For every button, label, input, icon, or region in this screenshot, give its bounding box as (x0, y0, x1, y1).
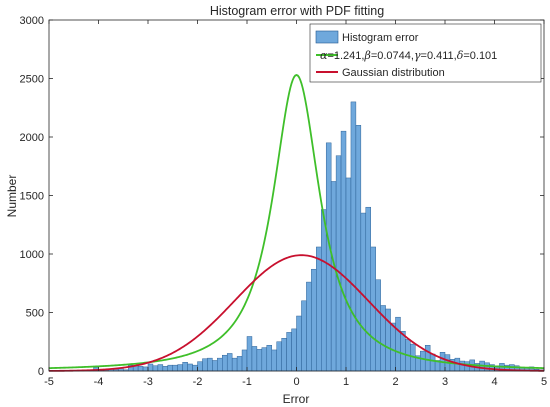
x-tick-label: 2 (392, 376, 398, 388)
gaussian-curve-line (48, 254, 545, 372)
y-tick-label: 1000 (20, 249, 44, 261)
legend: Histogram error α=1.241,β=0.0744,γ=0.411… (309, 23, 542, 83)
legend-swatch-histogram (315, 30, 339, 44)
histogram-bar (137, 366, 144, 372)
histogram-bar (142, 366, 149, 372)
histogram-bar (311, 268, 317, 372)
histogram-bar (177, 364, 183, 372)
fit-curves (48, 74, 545, 372)
histogram-bar (236, 356, 243, 372)
histogram-bar (266, 345, 272, 372)
histogram-bar (325, 142, 332, 372)
legend-label-fit: α=1.241,β=0.0744,γ=0.411,δ=0.101 (320, 49, 497, 62)
histogram-bar (222, 354, 228, 372)
histogram-bar (217, 357, 223, 372)
x-tick-label: -2 (193, 376, 203, 388)
histogram-bar (330, 181, 337, 372)
x-tick-label: 1 (343, 376, 349, 388)
histogram-bar (459, 360, 466, 372)
histogram-bar (420, 350, 426, 372)
histogram-bar (256, 349, 263, 372)
histogram-bar (281, 338, 287, 372)
histogram-bar (355, 125, 362, 372)
x-tick-label: 0 (293, 376, 299, 388)
x-tick-label: 3 (442, 376, 448, 388)
histogram-bar (306, 281, 312, 372)
histogram-bar (424, 345, 431, 372)
histogram-bar (395, 316, 401, 372)
histogram-bar (286, 332, 292, 372)
x-axis-label: Error (283, 392, 310, 406)
histogram-bar (261, 347, 268, 372)
x-tick-label: -4 (94, 376, 104, 388)
histogram-bar (226, 353, 233, 372)
y-tick-label: 3000 (20, 15, 44, 27)
y-axis-label: Number (5, 175, 19, 218)
x-tick-label: 4 (491, 376, 497, 388)
histogram-bar (207, 357, 213, 372)
legend-label-gaussian: Gaussian distribution (342, 67, 445, 79)
legend-label-histogram: Histogram error (342, 32, 419, 44)
histogram-bar (271, 349, 277, 372)
histogram-bar (147, 363, 154, 372)
y-tick-label: 1500 (20, 191, 44, 203)
x-tick-label: -1 (242, 376, 252, 388)
histogram-bar (192, 364, 198, 372)
histogram-bar (152, 365, 159, 372)
histogram-bar (345, 177, 352, 372)
histogram-bar (291, 328, 297, 372)
histogram-bar (350, 101, 357, 372)
histogram-bar (172, 364, 178, 372)
histogram-bar (162, 366, 169, 372)
histogram-bar (157, 364, 164, 372)
histogram-bar (365, 206, 371, 372)
histogram-bar (182, 362, 188, 372)
histogram-bar (276, 341, 282, 372)
y-tick-label: 0 (38, 366, 44, 378)
x-axis-ticks: -5 -4 -3 -2 -1 0 1 2 3 4 5 (44, 20, 547, 388)
histogram-bar (321, 209, 327, 372)
legend-box (309, 23, 542, 83)
histogram-bar (390, 322, 396, 372)
y-tick-label: 500 (26, 308, 44, 320)
chart-title: Histogram error with PDF fitting (210, 4, 384, 18)
y-tick-label: 2000 (20, 132, 44, 144)
histogram-bar (400, 330, 406, 372)
x-tick-label: -3 (143, 376, 153, 388)
histogram-bar (429, 353, 436, 372)
histogram-bar (301, 300, 307, 372)
histogram-bar (167, 364, 173, 372)
histogram-bar (212, 360, 218, 372)
histogram-bar (375, 279, 381, 372)
histogram-bar (202, 358, 208, 372)
histogram-bar (340, 130, 347, 372)
histogram-bar (241, 349, 248, 372)
histogram-bar (316, 246, 322, 372)
histogram-bar (251, 346, 258, 372)
histogram-bar (187, 363, 193, 372)
y-tick-label: 2500 (20, 74, 44, 86)
histogram-bar (231, 357, 238, 372)
y-axis-ticks: 0 500 1000 1500 2000 2500 3000 (20, 15, 544, 378)
histogram-bar (246, 336, 253, 372)
histogram-bar (296, 315, 302, 372)
histogram-bar (360, 212, 367, 372)
x-tick-label: -5 (44, 376, 54, 388)
x-tick-label: 5 (541, 376, 547, 388)
histogram-bar (335, 155, 342, 372)
histogram-bar (197, 361, 203, 372)
